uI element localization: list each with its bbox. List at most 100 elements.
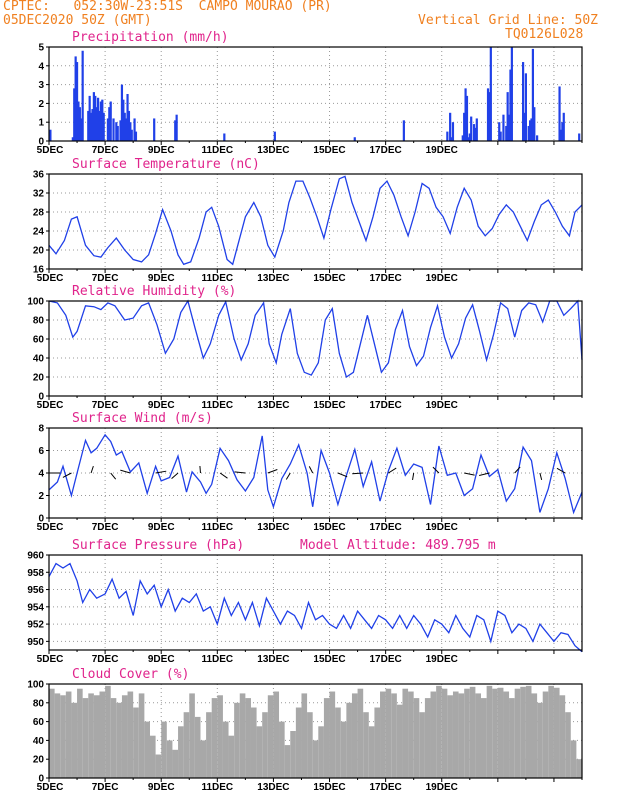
- wind-vector: [479, 472, 490, 476]
- temp-line: [48, 175, 583, 266]
- cloud-panel: 0 20 40 60 80 100 5DEC 7DEC 9DEC 11DEC 13DEC 15DEC 1…: [27, 667, 583, 793]
- precip-bar: [112, 118, 115, 141]
- cloud-bar: [447, 695, 453, 778]
- cloud-bar: [144, 721, 150, 778]
- precip-bar: [527, 125, 530, 141]
- precip-bar: [120, 84, 124, 141]
- precip-bar: [353, 137, 356, 141]
- pres-xtick-label: 7DEC: [92, 654, 119, 665]
- precip-bar: [465, 95, 469, 141]
- precip-bar: [489, 47, 492, 141]
- cloud-bar: [452, 691, 459, 778]
- cloud-bar: [531, 693, 538, 778]
- rh-title: Relative Humidity (%): [72, 284, 236, 299]
- precip-bar: [78, 107, 81, 141]
- wind-vector: [267, 469, 278, 474]
- temp-ytick-label: 24: [33, 227, 45, 238]
- rh-ytick-label: 100: [27, 297, 44, 308]
- wind-xtick-label: 19DEC: [426, 522, 458, 533]
- rh-ytick-label: 40: [33, 354, 45, 365]
- cloud-bar: [155, 754, 162, 778]
- precip-bar: [524, 73, 527, 141]
- precip-xtick-label: 15DEC: [313, 145, 345, 156]
- wind-vector: [199, 465, 201, 474]
- temp-title: Surface Temperature (nC): [72, 157, 260, 172]
- temp-xtick-label: 19DEC: [426, 273, 458, 284]
- precip-bar: [98, 110, 101, 141]
- cloud-bar: [408, 691, 414, 778]
- wind-xtick-label: 11DEC: [201, 522, 233, 533]
- cloud-bar: [351, 693, 358, 778]
- precip-bar: [223, 133, 226, 141]
- cloud-bar: [194, 716, 201, 778]
- temp-ytick-label: 28: [33, 208, 45, 219]
- precip-bar: [449, 112, 452, 141]
- cloud-bar: [458, 693, 465, 778]
- cloud-bar: [284, 745, 291, 778]
- temp-xtick-label: 5DEC: [37, 273, 64, 284]
- cloud-bar: [391, 693, 397, 778]
- rh-xtick-label: 11DEC: [201, 400, 233, 411]
- cloud-ytick-label: 60: [33, 717, 45, 728]
- precip-bar: [106, 118, 110, 141]
- cloud-xtick-label: 11DEC: [201, 782, 233, 793]
- wind-xtick-label: 7DEC: [92, 522, 119, 533]
- cloud-bar: [262, 712, 268, 778]
- cloud-bar: [239, 693, 246, 778]
- cloud-bar: [307, 712, 313, 778]
- cloud-bar: [217, 695, 223, 778]
- pres-xtick-label: 19DEC: [426, 654, 458, 665]
- cloud-bar: [245, 698, 251, 778]
- cloud-xtick-label: 15DEC: [313, 782, 345, 793]
- rh-panel: 0 20 40 60 80 100 5DEC 7DEC 9DEC 11DEC 13DEC 15DEC 1…: [27, 284, 583, 411]
- wind-title: Surface Wind (m/s): [72, 411, 213, 426]
- cloud-bar: [183, 712, 190, 778]
- cloud-bar: [537, 702, 543, 778]
- cloud-bar: [250, 707, 257, 778]
- cloud-bar: [486, 685, 493, 778]
- cloud-bar: [363, 712, 369, 778]
- pres-xtick-label: 9DEC: [148, 654, 175, 665]
- cloud-bar: [346, 702, 352, 778]
- wind-ytick-label: 2: [38, 491, 44, 502]
- temp-ytick-label: 32: [33, 189, 45, 200]
- precip-bar: [502, 114, 505, 141]
- precip-bar: [451, 122, 455, 141]
- precip-bar: [125, 118, 128, 141]
- cloud-bar: [149, 735, 156, 778]
- precip-bar: [464, 88, 467, 141]
- cloud-bar: [222, 721, 229, 778]
- temp-xtick-label: 7DEC: [92, 273, 119, 284]
- cloud-bar: [295, 707, 302, 778]
- precip-ytick-label: 3: [38, 80, 44, 91]
- wind-vector: [432, 466, 440, 474]
- cloud-bar: [335, 707, 341, 778]
- precip-panel: 0 1 2 3 4 5 5DEC 7DEC 9DEC 11DEC 13DEC 15DEC 17DEC 19…: [37, 30, 583, 156]
- precip-bar: [119, 120, 122, 141]
- precip-bar: [96, 97, 100, 141]
- temp-xtick-label: 13DEC: [257, 273, 289, 284]
- precip-bar: [75, 62, 79, 141]
- pres-ytick-label: 956: [27, 585, 44, 596]
- pres-xtick-label: 15DEC: [313, 654, 345, 665]
- precip-bar: [175, 114, 178, 141]
- pres-ytick-label: 958: [27, 568, 44, 579]
- cloud-bar: [49, 688, 55, 778]
- precip-bar: [99, 101, 102, 141]
- precip-xtick-label: 5DEC: [37, 145, 64, 156]
- rh-line: [48, 299, 583, 379]
- precip-xtick-label: 11DEC: [201, 145, 233, 156]
- cloud-bar: [256, 726, 263, 778]
- precip-bar: [95, 107, 98, 141]
- precip-bar: [402, 120, 405, 141]
- precip-bar: [559, 129, 563, 141]
- cloud-bar: [340, 721, 347, 778]
- temp-xtick-label: 15DEC: [313, 273, 345, 284]
- cloud-xtick-label: 13DEC: [257, 782, 289, 793]
- precip-bar: [529, 120, 532, 141]
- wind-panel: 0 2 4 6 8 5DEC 7DEC 9DEC 11DEC 13DEC 15DEC 17DEC 19D…: [37, 411, 583, 533]
- cloud-bar: [475, 693, 482, 778]
- precip-bar: [510, 47, 513, 141]
- temp-ytick-label: 36: [33, 170, 45, 181]
- cloud-bar: [161, 721, 167, 778]
